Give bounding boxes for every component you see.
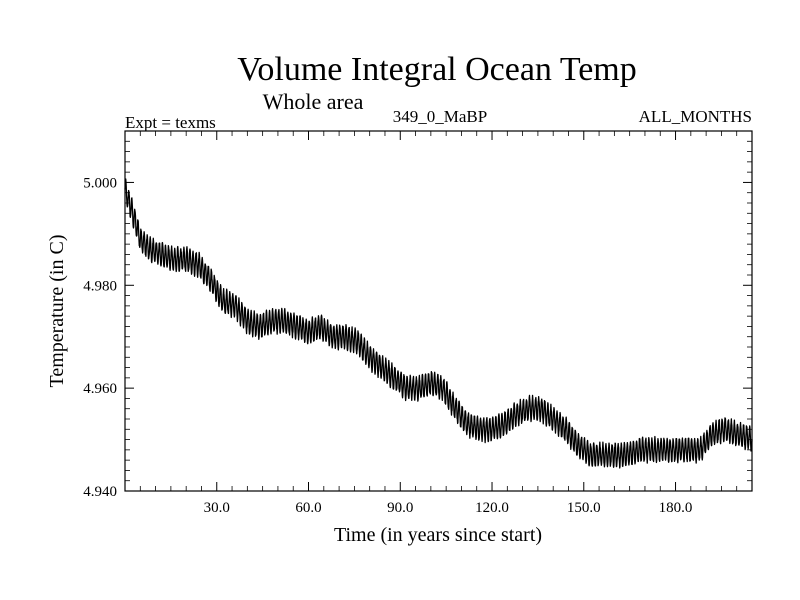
x-tick-label: 180.0 (659, 500, 693, 516)
run-id-label: 349_0_MaBP (393, 107, 487, 126)
temperature-series-line (124, 178, 753, 469)
chart-title: Volume Integral Ocean Temp (237, 51, 637, 88)
x-axis-label: Time (in years since start) (334, 524, 542, 546)
x-tick-label: 120.0 (475, 500, 509, 516)
x-tick-label: 30.0 (204, 500, 230, 516)
x-axis-ticks: 30.0 60.0 90.0 120.0 150.0 180.0 (204, 131, 693, 516)
y-tick-label: 5.000 (83, 175, 117, 191)
minor-ticks (125, 131, 752, 491)
y-tick-label: 4.960 (83, 381, 117, 397)
y-tick-label: 4.940 (83, 484, 117, 500)
y-axis-label: Temperature (in C) (46, 235, 68, 388)
plot-frame (124, 130, 753, 492)
y-tick-label: 4.980 (83, 278, 117, 294)
x-tick-label: 150.0 (567, 500, 601, 516)
experiment-label: Expt = texms (125, 113, 216, 132)
x-tick-label: 60.0 (295, 500, 321, 516)
y-axis-ticks: 4.940 4.960 4.980 5.000 (83, 175, 752, 500)
months-label: ALL_MONTHS (639, 107, 752, 126)
x-tick-label: 90.0 (387, 500, 413, 516)
chart-subtitle: Whole area (263, 89, 364, 114)
